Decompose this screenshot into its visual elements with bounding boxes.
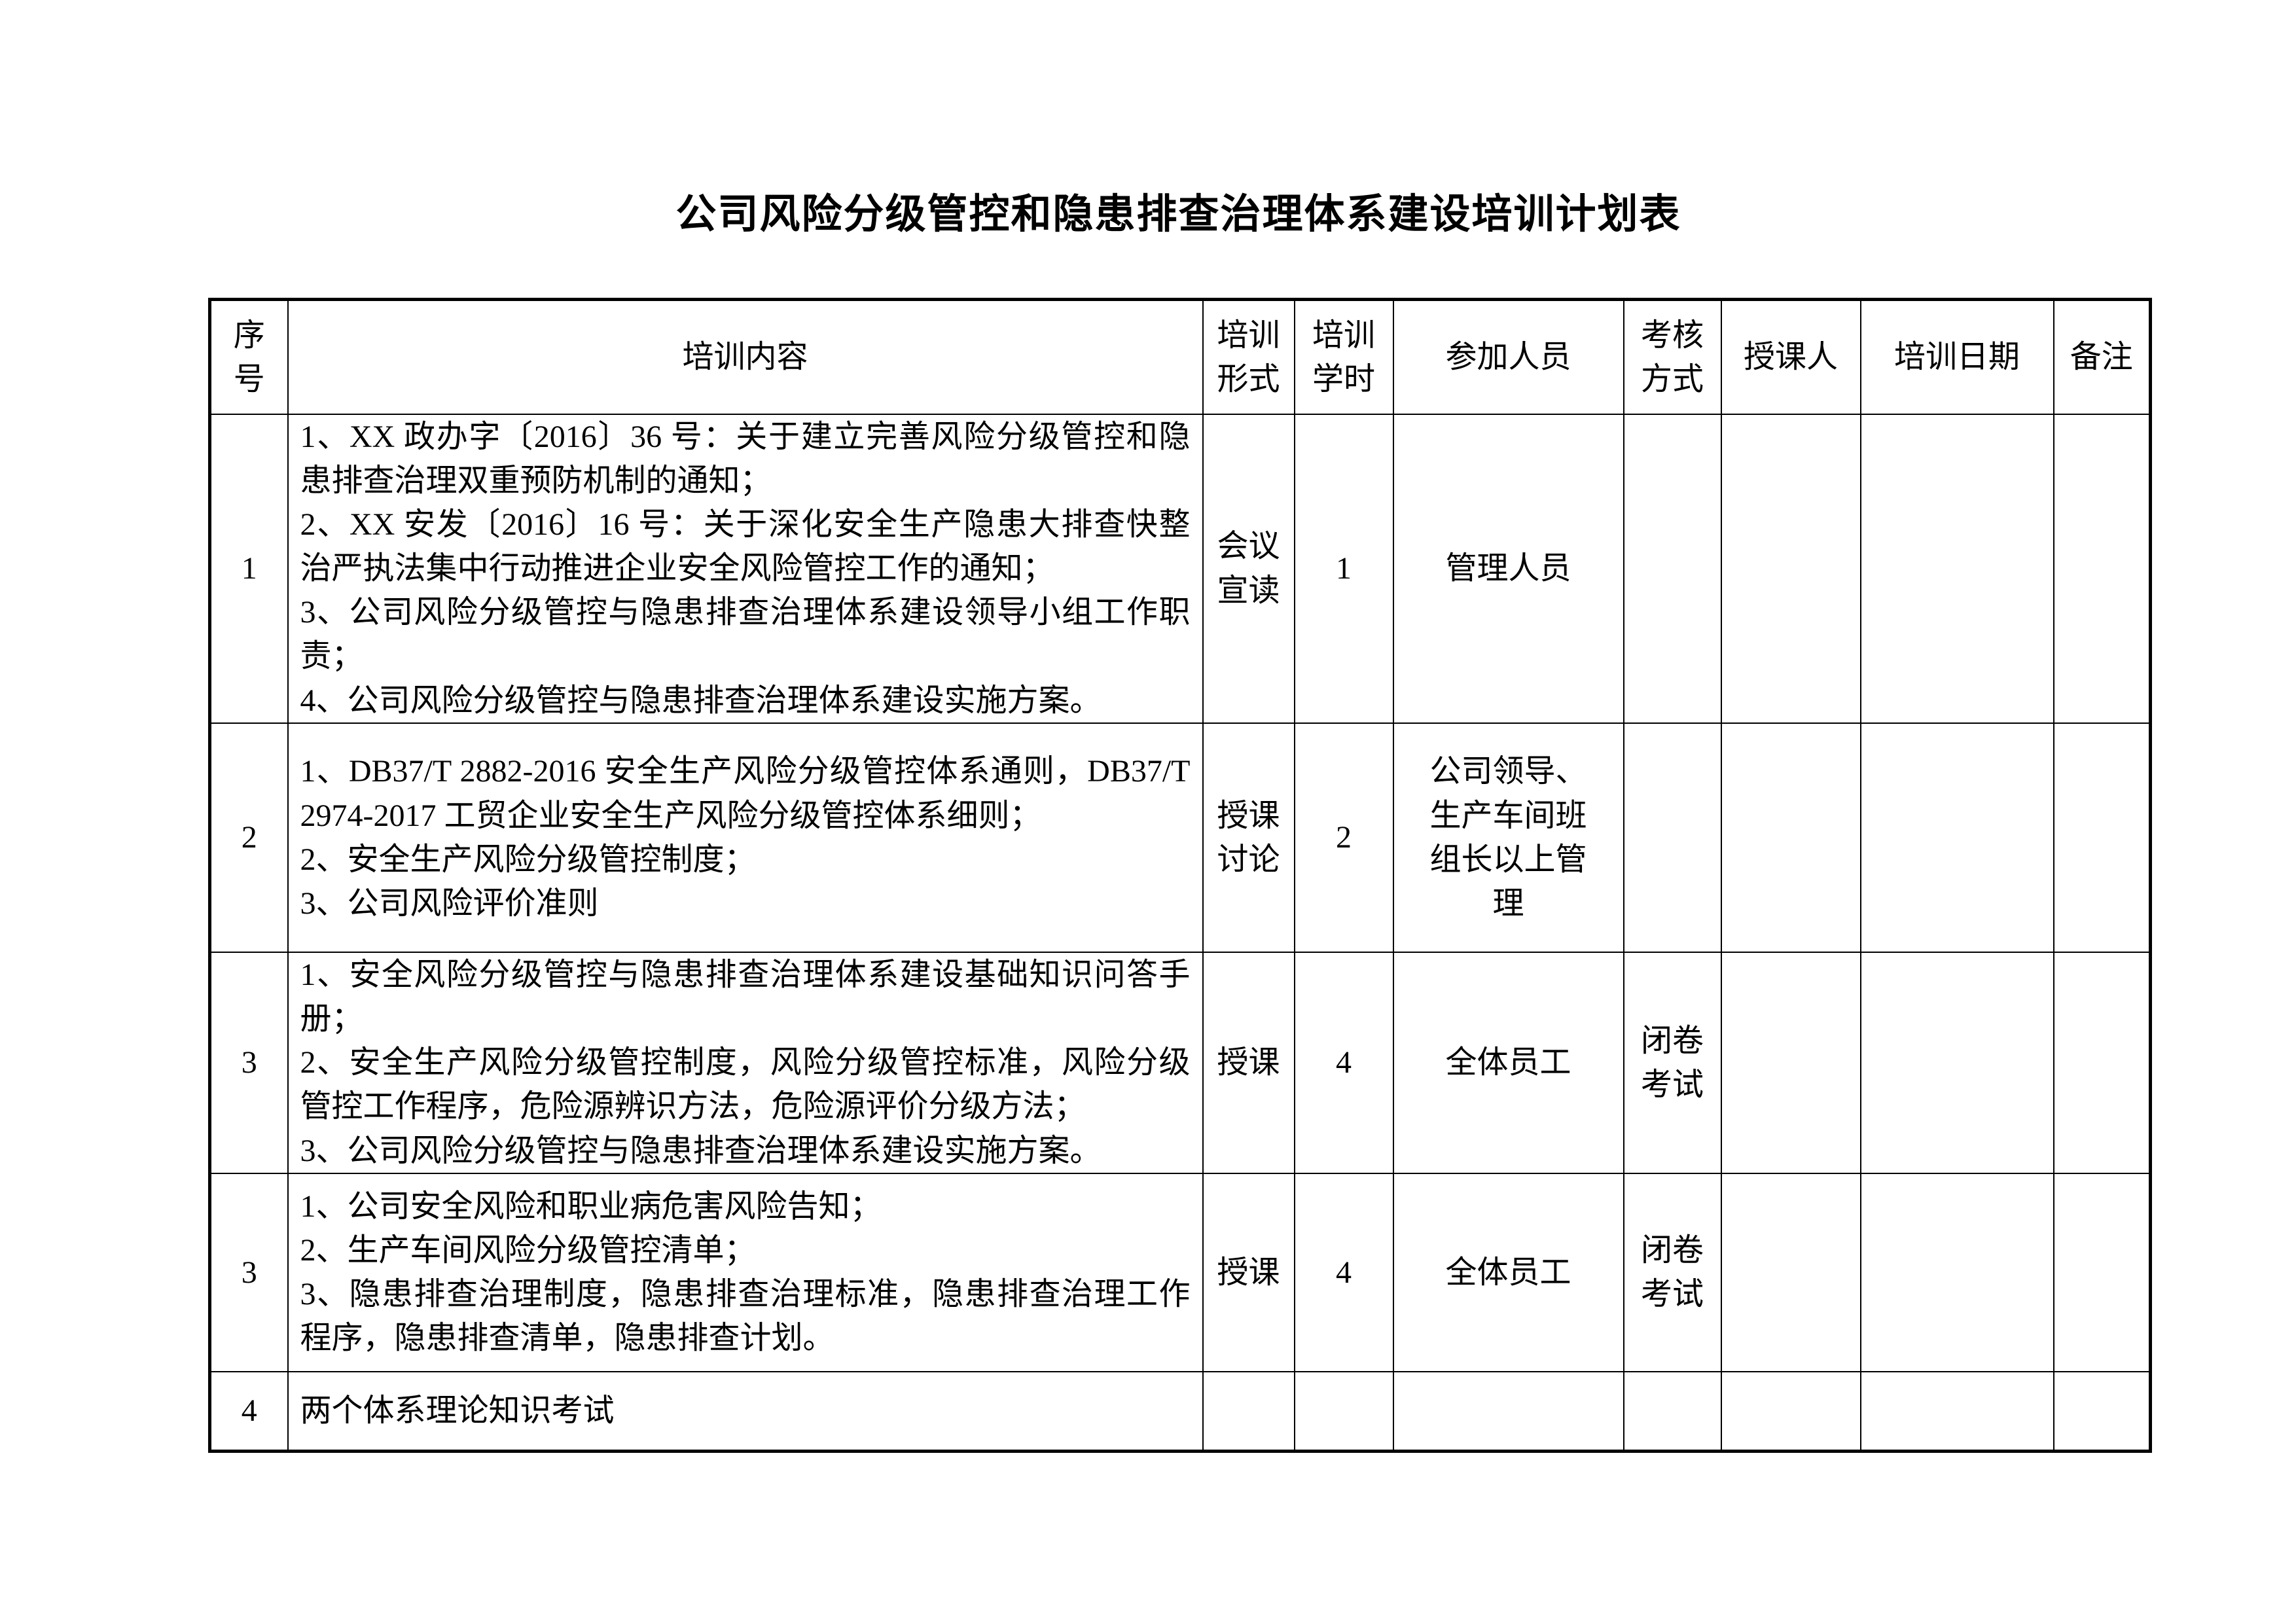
table-row: 2 1、DB37/T 2882-2016 安全生产风险分级管控体系通则，DB37… [209, 722, 2151, 953]
cell-assessment-method [1623, 722, 1722, 953]
cell-lecturer [1720, 1370, 1861, 1452]
header-cell-lecturer: 授课人 [1720, 298, 1861, 415]
cell-remark [2053, 1370, 2151, 1452]
cell-remark [2053, 951, 2151, 1174]
training-plan-table: 序 号 培训内容 培训 形式 培训 学时 参加人员 考核 方式 授课人 培训日期… [208, 298, 2152, 1454]
cell-participants [1392, 1370, 1624, 1452]
cell-training-form: 授课 [1202, 1172, 1295, 1372]
cell-training-form [1202, 1370, 1295, 1452]
cell-training-date [1859, 1370, 2054, 1452]
cell-assessment-method: 闭卷 考试 [1623, 1172, 1722, 1372]
cell-assessment-method: 闭卷 考试 [1623, 951, 1722, 1174]
cell-training-content: 1、XX 政办字〔2016〕36 号：关于建立完善风险分级管控和隐患排查治理双重… [287, 413, 1204, 724]
cell-training-date [1859, 951, 2054, 1174]
cell-participants: 管理人员 [1392, 413, 1624, 724]
header-cell-training-form: 培训 形式 [1202, 298, 1295, 415]
header-cell-training-date: 培训日期 [1859, 298, 2054, 415]
cell-participants: 全体员工 [1392, 951, 1624, 1174]
cell-participants: 公司领导、 生产车间班 组长以上管 理 [1392, 722, 1624, 953]
header-cell-remark: 备注 [2053, 298, 2151, 415]
cell-training-content: 两个体系理论知识考试 [287, 1370, 1204, 1452]
cell-lecturer [1720, 722, 1861, 953]
table-row: 3 1、公司安全风险和职业病危害风险告知； 2、生产车间风险分级管控清单； 3、… [209, 1172, 2151, 1372]
cell-training-content: 1、公司安全风险和职业病危害风险告知； 2、生产车间风险分级管控清单； 3、隐患… [287, 1172, 1204, 1372]
cell-training-date [1859, 413, 2054, 724]
cell-remark [2053, 1172, 2151, 1372]
header-cell-assessment-method: 考核 方式 [1623, 298, 1722, 415]
cell-serial-no: 3 [209, 951, 289, 1174]
cell-participants: 全体员工 [1392, 1172, 1624, 1372]
cell-training-hours [1293, 1370, 1394, 1452]
cell-lecturer [1720, 413, 1861, 724]
cell-training-content: 1、安全风险分级管控与隐患排查治理体系建设基础知识问答手册； 2、安全生产风险分… [287, 951, 1204, 1174]
cell-training-hours: 4 [1293, 1172, 1394, 1372]
cell-training-form: 会议 宣读 [1202, 413, 1295, 724]
cell-serial-no: 1 [209, 413, 289, 724]
cell-training-form: 授课 [1202, 951, 1295, 1174]
cell-training-form: 授课 讨论 [1202, 722, 1295, 953]
cell-lecturer [1720, 1172, 1861, 1372]
cell-assessment-method [1623, 413, 1722, 724]
table-row: 1 1、XX 政办字〔2016〕36 号：关于建立完善风险分级管控和隐患排查治理… [209, 413, 2151, 724]
cell-serial-no: 2 [209, 722, 289, 953]
cell-remark [2053, 722, 2151, 953]
cell-training-hours: 2 [1293, 722, 1394, 953]
cell-training-content: 1、DB37/T 2882-2016 安全生产风险分级管控体系通则，DB37/T… [287, 722, 1204, 953]
cell-serial-no: 3 [209, 1172, 289, 1372]
header-cell-participants: 参加人员 [1392, 298, 1624, 415]
header-cell-serial-no: 序 号 [209, 298, 289, 415]
table-header-row: 序 号 培训内容 培训 形式 培训 学时 参加人员 考核 方式 授课人 培训日期… [209, 298, 2151, 415]
cell-lecturer [1720, 951, 1861, 1174]
cell-serial-no: 4 [209, 1370, 289, 1452]
header-cell-training-hours: 培训 学时 [1293, 298, 1394, 415]
document-title: 公司风险分级管控和隐患排查治理体系建设培训计划表 [675, 192, 1681, 237]
cell-training-date [1859, 1172, 2054, 1372]
cell-assessment-method [1623, 1370, 1722, 1452]
table-row: 4 两个体系理论知识考试 [209, 1370, 2151, 1452]
cell-training-date [1859, 722, 2054, 953]
cell-training-hours: 1 [1293, 413, 1394, 724]
cell-remark [2053, 413, 2151, 724]
table-row: 3 1、安全风险分级管控与隐患排查治理体系建设基础知识问答手册； 2、安全生产风… [209, 951, 2151, 1174]
cell-training-hours: 4 [1293, 951, 1394, 1174]
header-cell-training-content: 培训内容 [287, 298, 1204, 415]
